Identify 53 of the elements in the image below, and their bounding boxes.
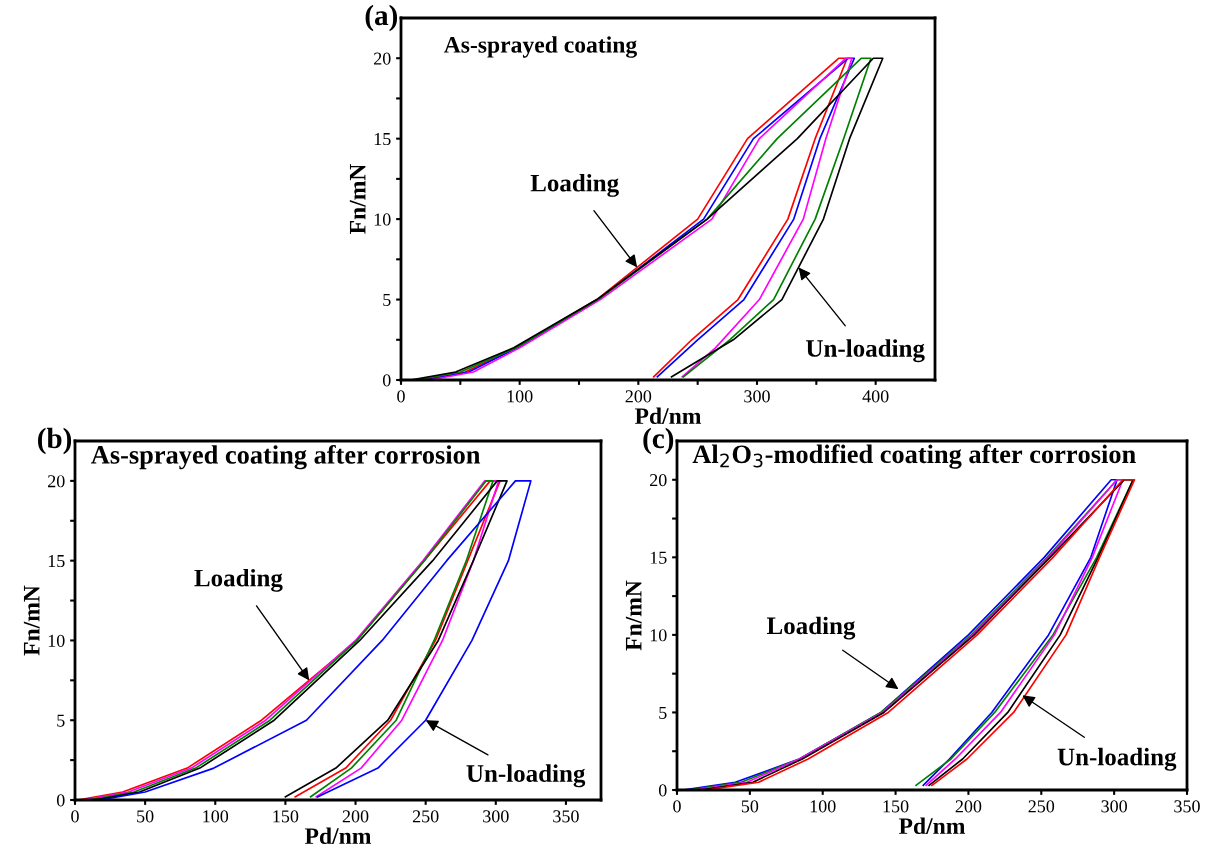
x-axis-title: Pd/nm (304, 827, 372, 845)
y-tick-label: 5 (659, 706, 667, 719)
x-tick-label: 150 (883, 800, 909, 813)
y-tick-label: 5 (383, 294, 391, 306)
annotation: Loading (766, 616, 856, 640)
annotation: Loading (194, 568, 283, 592)
annotation: Un-loading (1057, 747, 1177, 771)
x-tick-label: 200 (342, 810, 369, 823)
x-tick-label: 50 (137, 810, 154, 823)
x-tick-label: 250 (412, 810, 439, 823)
y-tick-label: 15 (48, 555, 65, 568)
annotation: Un-loading (466, 764, 586, 788)
x-tick-label: 100 (810, 800, 836, 813)
chart-title: (c) (643, 427, 674, 455)
chart-title: (b) (38, 427, 72, 455)
y-tick-label: 10 (374, 213, 391, 226)
y-axis-title: Fn/mN (349, 163, 366, 235)
y-tick-label: 0 (658, 784, 667, 797)
y-tick-label: 20 (374, 52, 391, 65)
y-tick-label: 20 (650, 474, 667, 487)
y-tick-label: 0 (382, 374, 391, 387)
x-tick-label: 100 (507, 390, 533, 403)
y-tick-label: 5 (57, 714, 65, 727)
y-tick-label: 10 (48, 634, 65, 647)
chart-subtitle: Al$_{2}$O$_{3}$-modified coating after corrosion (692, 444, 1136, 469)
x-tick-label: 50 (741, 800, 759, 813)
y-axis-title: Fn/mN (23, 585, 40, 656)
x-tick-label: 0 (673, 800, 681, 813)
y-axis-title: Fn/mN (625, 580, 642, 651)
x-tick-label: 300 (1101, 800, 1127, 813)
x-tick-label: 300 (744, 390, 770, 403)
y-tick-label: 15 (374, 133, 391, 146)
x-axis-title: Pd/nm (634, 407, 702, 425)
x-tick-label: 350 (1174, 800, 1200, 813)
x-tick-label: 200 (625, 390, 652, 403)
chart-title: (a) (365, 4, 398, 32)
x-tick-label: 250 (1028, 800, 1055, 813)
annotation: Loading (530, 174, 619, 197)
x-tick-label: 200 (955, 800, 982, 813)
x-tick-label: 0 (71, 810, 79, 823)
x-tick-label: 0 (397, 390, 405, 403)
x-tick-label: 300 (483, 810, 509, 823)
x-axis-title: Pd/nm (898, 817, 966, 835)
y-tick-label: 15 (650, 551, 667, 564)
y-tick-label: 20 (48, 475, 65, 488)
x-tick-label: 350 (553, 810, 579, 823)
x-tick-label: 100 (203, 810, 229, 823)
chart-subtitle: As-sprayed coating after corrosion (91, 444, 481, 470)
text: As-sprayed coating (443, 36, 637, 58)
y-tick-label: 10 (650, 629, 667, 642)
x-tick-label: 150 (273, 810, 299, 823)
x-tick-label: 400 (862, 390, 889, 403)
annotation: Un-loading (806, 339, 925, 363)
